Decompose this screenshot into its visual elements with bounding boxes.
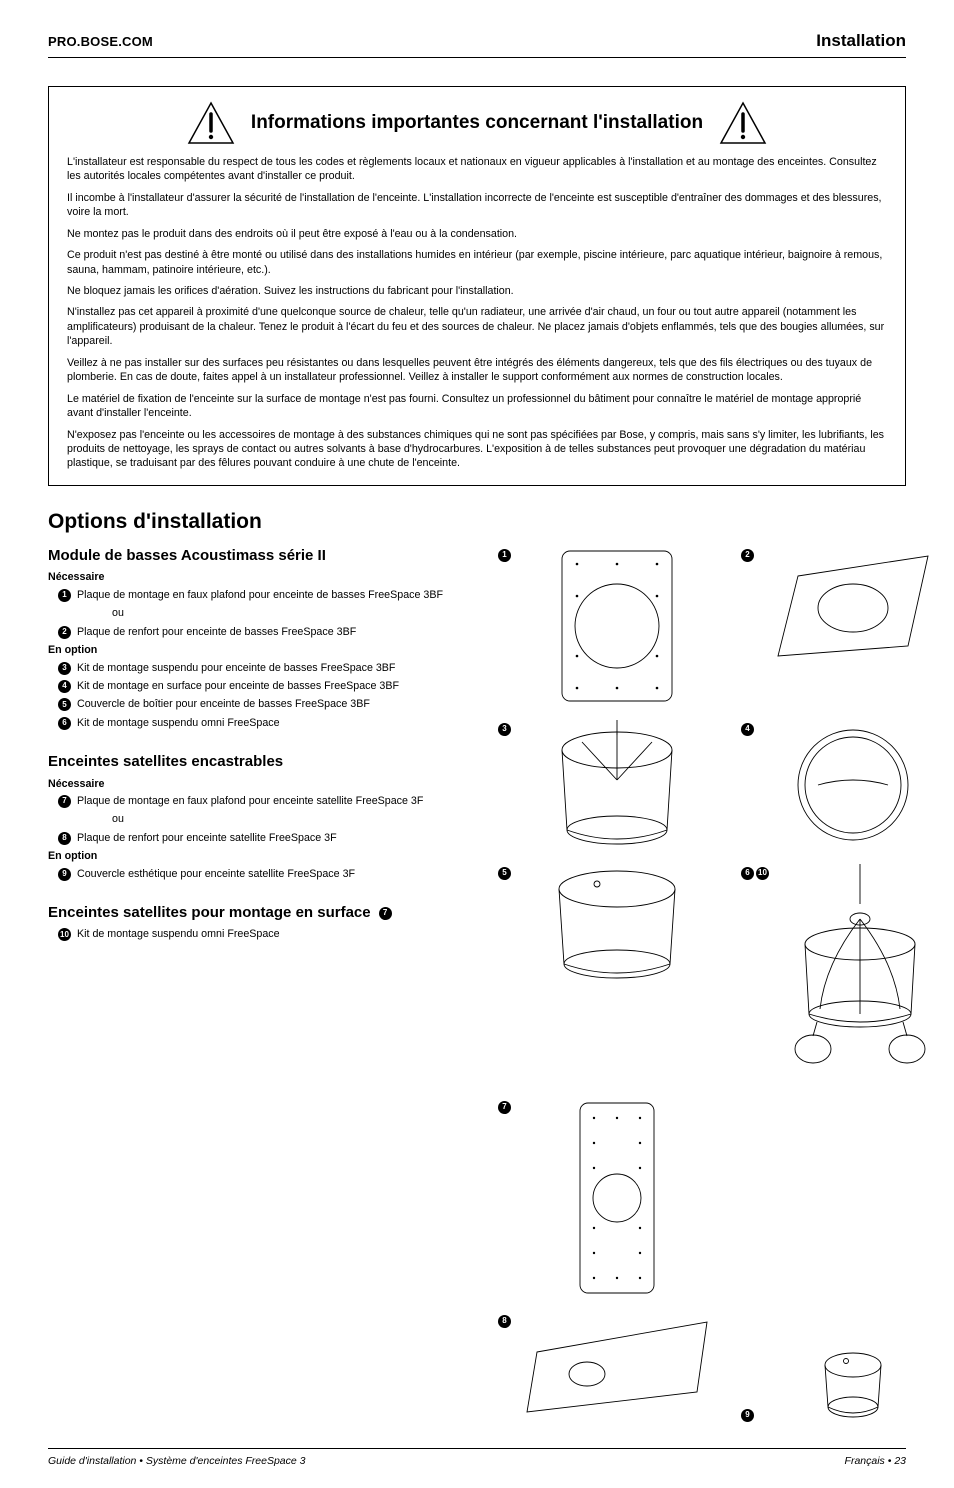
warning-paragraph: Veillez à ne pas installer sur des surfa… [67,356,887,385]
list-item-text: Kit de montage en surface pour enceinte … [77,679,478,693]
subsection-heading: Enceintes satellites encastrables [48,752,478,772]
diagram-illustration [775,864,945,1084]
options-text-column: Module de basses Acoustimass série II Néc… [48,542,478,1422]
numbered-bullet-icon: 4 [58,680,71,693]
item-list: 1 Plaque de montage en faux plafond pour … [48,588,478,639]
numbered-bullet-icon: 6 [58,717,71,730]
warning-triangle-icon [719,101,767,145]
list-item-text: Kit de montage suspendu pour enceinte de… [77,661,478,675]
warning-paragraph: Ce produit n'est pas destiné à être mont… [67,248,887,277]
numbered-bullet-icon: 8 [498,1315,511,1328]
diagram-cell: 1 [498,546,717,706]
list-item: 5 Couvercle de boîtier pour enceinte de b… [58,697,478,711]
numbered-bullet-icon: 9 [741,1409,754,1422]
list-item: 6 Kit de montage suspendu omni FreeSpace [58,716,478,730]
diagram-illustration [517,864,717,984]
footer-left: Guide d'installation • Système d'enceint… [48,1454,306,1468]
list-item: 10 Kit de montage suspendu omni FreeSpace [58,927,478,941]
numbered-bullet-icon: 8 [58,832,71,845]
diagram-cell: 7 [498,1098,717,1298]
group-label: En option [48,849,478,863]
warning-paragraph: Il incombe à l'installateur d'assurer la… [67,191,887,220]
diagram-illustration [760,720,945,850]
list-item: 3 Kit de montage suspendu pour enceinte d… [58,661,478,675]
numbered-bullet-icon: 4 [741,723,754,736]
options-layout: Module de basses Acoustimass série II Néc… [48,542,906,1422]
diagram-cell: 610 [741,864,945,1084]
warning-paragraph: Le matériel de fixation de l'enceinte su… [67,392,887,421]
numbered-bullet-icon: 3 [498,723,511,736]
numbered-bullet-icon: 5 [498,867,511,880]
subsection-heading: Enceintes satellites pour montage en sur… [48,903,478,923]
section-title: Installation [816,30,906,53]
numbered-bullet-icon: 1 [498,549,511,562]
item-list: 3 Kit de montage suspendu pour enceinte d… [48,661,478,731]
warning-paragraph: N'exposez pas l'enceinte ou les accessoi… [67,428,887,471]
warning-paragraph: Ne montez pas le produit dans des endroi… [67,227,887,241]
group-label: En option [48,643,478,657]
numbered-bullet-icon: 3 [58,662,71,675]
list-item-text: Plaque de montage en faux plafond pour e… [77,588,478,602]
list-item-text: Plaque de renfort pour enceinte satellit… [77,831,478,845]
group-label: Nécessaire [48,777,478,791]
list-item-text: Kit de montage suspendu omni FreeSpace [77,716,478,730]
list-item-text: Plaque de renfort pour enceinte de basse… [77,625,478,639]
list-item: 8 Plaque de renfort pour enceinte satelli… [58,831,478,845]
or-label: ou [112,812,478,826]
diagram-cell: 2 [741,546,945,706]
page-footer: Guide d'installation • Système d'enceint… [48,1448,906,1468]
item-list: 7 Plaque de montage en faux plafond pour … [48,794,478,845]
numbered-bullet-icon: 2 [741,549,754,562]
numbered-bullet-icon: 6 [741,867,754,880]
warning-box: Informations importantes concernant l'in… [48,86,906,486]
list-item-text: Couvercle esthétique pour enceinte satel… [77,867,478,881]
page-header: PRO.BOSE.COM Installation [48,30,906,58]
warning-paragraph: Ne bloquez jamais les orifices d'aératio… [67,284,887,298]
diagram-cell: 5 [498,864,717,1084]
warning-triangle-icon [187,101,235,145]
item-list: 10 Kit de montage suspendu omni FreeSpace [48,927,478,941]
diagram-illustration [517,1098,717,1298]
list-item: 9 Couvercle esthétique pour enceinte sate… [58,867,478,881]
warning-title: Informations importantes concernant l'in… [251,110,703,136]
list-item: 2 Plaque de renfort pour enceinte de bass… [58,625,478,639]
list-item: 4 Kit de montage en surface pour enceinte… [58,679,478,693]
list-item: 7 Plaque de montage en faux plafond pour … [58,794,478,808]
diagram-cell: 4 [741,720,945,850]
diagram-cell [741,1098,945,1298]
subsection-heading: Module de basses Acoustimass série II [48,546,478,566]
diagram-illustration [760,1347,945,1422]
numbered-bullet-icon: 5 [58,698,71,711]
site-url: PRO.BOSE.COM [48,33,153,51]
numbered-bullet-icon: 7 [58,795,71,808]
diagram-illustration [760,546,945,666]
numbered-bullet-icon: 7 [498,1101,511,1114]
warning-paragraph: L'installateur est responsable du respec… [67,155,887,184]
numbered-bullet-icon: 7 [379,907,392,920]
diagram-cell: 9 [741,1312,945,1422]
diagram-illustration [517,720,717,850]
list-item-text: Kit de montage suspendu omni FreeSpace [77,927,478,941]
or-label: ou [112,606,478,620]
warning-header: Informations importantes concernant l'in… [67,101,887,145]
numbered-bullet-icon: 10 [58,928,71,941]
group-label: Nécessaire [48,570,478,584]
options-diagram-column: 1 2 3 4 5 610 7 8 9 [498,542,945,1422]
diagram-illustration [517,546,717,706]
diagram-cell: 3 [498,720,717,850]
list-item: 1 Plaque de montage en faux plafond pour … [58,588,478,602]
numbered-bullet-icon: 1 [58,589,71,602]
numbered-bullet-icon: 10 [756,867,769,880]
list-item-text: Plaque de montage en faux plafond pour e… [77,794,478,808]
warning-paragraphs: L'installateur est responsable du respec… [67,155,887,471]
numbered-bullet-icon: 9 [58,868,71,881]
options-heading: Options d'installation [48,508,906,536]
diagram-illustration [517,1312,717,1422]
warning-paragraph: N'installez pas cet appareil à proximité… [67,305,887,348]
item-list: 9 Couvercle esthétique pour enceinte sate… [48,867,478,881]
numbered-bullet-icon: 2 [58,626,71,639]
diagram-cell: 8 [498,1312,717,1422]
list-item-text: Couvercle de boîtier pour enceinte de ba… [77,697,478,711]
footer-right: Français • 23 [845,1454,906,1468]
